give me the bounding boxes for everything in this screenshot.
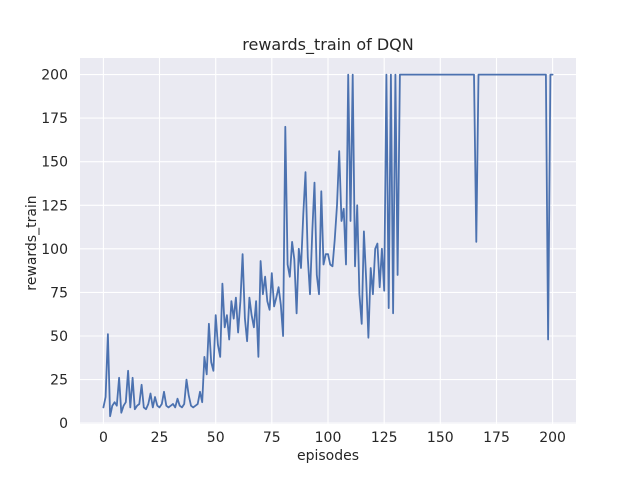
x-tick-label: 125 xyxy=(371,430,398,446)
x-tick-label: 150 xyxy=(427,430,454,446)
y-tick-label: 50 xyxy=(50,329,68,345)
y-axis-label: rewards_train xyxy=(24,195,40,290)
y-tick-label: 125 xyxy=(41,198,68,214)
x-tick-label: 50 xyxy=(207,430,225,446)
chart-title: rewards_train of DQN xyxy=(242,35,413,55)
data-series xyxy=(102,73,554,418)
x-tick-label: 200 xyxy=(539,430,566,446)
x-tick-label: 0 xyxy=(99,430,108,446)
y-tick-label: 25 xyxy=(50,373,68,389)
x-tick-label: 75 xyxy=(263,430,281,446)
x-tick-labels: 0 25 50 75 100 125 150 175 200 xyxy=(99,430,566,446)
y-tick-label: 100 xyxy=(41,242,68,258)
y-tick-label: 200 xyxy=(41,68,68,84)
y-tick-label: 150 xyxy=(41,155,68,171)
x-tick-label: 100 xyxy=(315,430,342,446)
y-tick-label: 175 xyxy=(41,111,68,127)
grid-lines xyxy=(80,58,576,424)
x-tick-label: 25 xyxy=(151,430,169,446)
reward-line xyxy=(102,73,554,418)
x-tick-label: 175 xyxy=(483,430,510,446)
y-tick-label: 75 xyxy=(50,285,68,301)
y-tick-labels: 0 25 50 75 100 125 150 175 200 xyxy=(41,68,68,433)
y-tick-label: 0 xyxy=(59,416,68,432)
x-axis-label: episodes xyxy=(297,448,359,464)
